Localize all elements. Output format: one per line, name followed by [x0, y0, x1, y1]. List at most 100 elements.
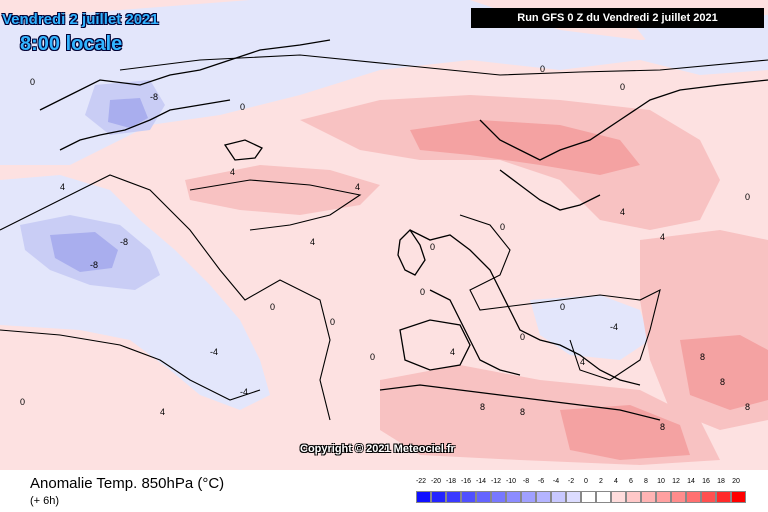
contour-label: 0 — [330, 317, 335, 327]
scale-swatch — [671, 491, 686, 503]
scale-swatch — [641, 491, 656, 503]
warm-core-scandinavia — [410, 120, 640, 175]
scale-label: -14 — [475, 478, 487, 485]
scale-label: -2 — [567, 478, 575, 485]
copyright-notice: Copyright © 2021 Meteociel.fr — [300, 443, 455, 455]
scale-swatch — [596, 491, 611, 503]
scale-label: 18 — [717, 478, 725, 485]
forecast-step: (+ 6h) — [30, 495, 60, 507]
scale-swatch — [656, 491, 671, 503]
warm-atlantic — [185, 165, 380, 215]
contour-label: 4 — [355, 182, 360, 192]
scale-swatch — [611, 491, 626, 503]
color-scale-labels: -22 -20 -18 -16 -14 -12 -10 -8 -6 -4 -2 0 2 4 6 8 10 12 14… — [416, 478, 746, 488]
cool-core-greenland — [108, 98, 148, 128]
scale-swatch — [431, 491, 446, 503]
warm-core-russia — [680, 335, 768, 410]
britain-coast — [397, 228, 426, 276]
warm-scandinavia — [300, 95, 720, 230]
contour-four-atlantic — [189, 179, 362, 231]
scale-swatch — [686, 491, 701, 503]
scale-swatch — [701, 491, 716, 503]
contour-zero-south — [0, 329, 261, 401]
contour-label: 0 — [540, 64, 545, 74]
scale-label: -16 — [460, 478, 472, 485]
legend-title: Anomalie Temp. 850hPa (°C) — [30, 475, 225, 492]
scale-swatch — [506, 491, 521, 503]
isotherm-lines — [0, 54, 768, 421]
scale-label: -20 — [430, 478, 442, 485]
contour-label: 4 — [450, 347, 455, 357]
contour-label: -8 — [90, 260, 98, 270]
scale-label: 10 — [657, 478, 665, 485]
cool-europe — [530, 295, 650, 360]
contour-label: 0 — [620, 82, 625, 92]
contour-label: 4 — [160, 407, 165, 417]
greenland-coast — [39, 39, 331, 151]
date-title: Vendredi 2 juillet 2021 — [2, 11, 159, 28]
contour-label: 0 — [370, 352, 375, 362]
scale-swatch — [476, 491, 491, 503]
contour-label: 8 — [745, 402, 750, 412]
scale-swatch — [551, 491, 566, 503]
contour-label: 4 — [580, 357, 585, 367]
scale-label: 20 — [732, 478, 740, 485]
contour-label: 0 — [20, 397, 25, 407]
contour-label: 0 — [500, 222, 505, 232]
africa-coast — [379, 384, 661, 421]
contour-label: -4 — [240, 387, 248, 397]
europe-coast — [409, 229, 641, 386]
scale-label: 0 — [584, 478, 588, 485]
iberia-coast — [399, 319, 471, 371]
scale-label: 16 — [702, 478, 710, 485]
scale-label: 2 — [599, 478, 603, 485]
contour-label: 0 — [745, 192, 750, 202]
contour-label: 0 — [240, 102, 245, 112]
contour-zero-north — [119, 54, 768, 76]
contour-label: -8 — [150, 92, 158, 102]
scale-label: 12 — [672, 478, 680, 485]
scale-swatch — [626, 491, 641, 503]
local-time-title: 8:00 locale — [20, 33, 123, 55]
contour-label: 4 — [310, 237, 315, 247]
contour-label: 8 — [660, 422, 665, 432]
contour-zero-europe — [459, 214, 661, 381]
contour-label: 0 — [560, 302, 565, 312]
contour-label: 0 — [420, 287, 425, 297]
scale-swatch — [446, 491, 461, 503]
iceland-coast — [223, 139, 263, 161]
scale-swatch — [521, 491, 536, 503]
contour-label: 8 — [700, 352, 705, 362]
scale-label: -4 — [552, 478, 560, 485]
scale-swatch — [566, 491, 581, 503]
scale-label: -10 — [505, 478, 517, 485]
scale-swatch — [416, 491, 431, 503]
contour-label: 8 — [720, 377, 725, 387]
contour-label: 8 — [480, 402, 485, 412]
scandinavia-coast — [479, 79, 768, 211]
contour-label: -8 — [120, 237, 128, 247]
scale-swatch — [536, 491, 551, 503]
legend-panel: Anomalie Temp. 850hPa (°C) (+ 6h) -22 -20… — [0, 470, 768, 512]
contour-label: 4 — [660, 232, 665, 242]
coastlines — [39, 39, 768, 421]
contour-label: 0 — [30, 77, 35, 87]
scale-label: -8 — [522, 478, 530, 485]
contour-label: 4 — [230, 167, 235, 177]
contour-label: 4 — [620, 207, 625, 217]
scale-label: 4 — [614, 478, 618, 485]
contour-label: 0 — [430, 242, 435, 252]
scale-label: -22 — [415, 478, 427, 485]
scale-swatch — [731, 491, 746, 503]
color-scale-bar — [416, 491, 746, 503]
scale-label: 14 — [687, 478, 695, 485]
contour-label: -4 — [610, 322, 618, 332]
contour-label: 0 — [520, 332, 525, 342]
scale-label: -12 — [490, 478, 502, 485]
scale-swatch — [461, 491, 476, 503]
contour-label: -4 — [210, 347, 218, 357]
cool-center-west — [50, 232, 118, 272]
run-info-banner: Run GFS 0 Z du Vendredi 2 juillet 2021 — [471, 8, 764, 28]
scale-swatch — [581, 491, 596, 503]
